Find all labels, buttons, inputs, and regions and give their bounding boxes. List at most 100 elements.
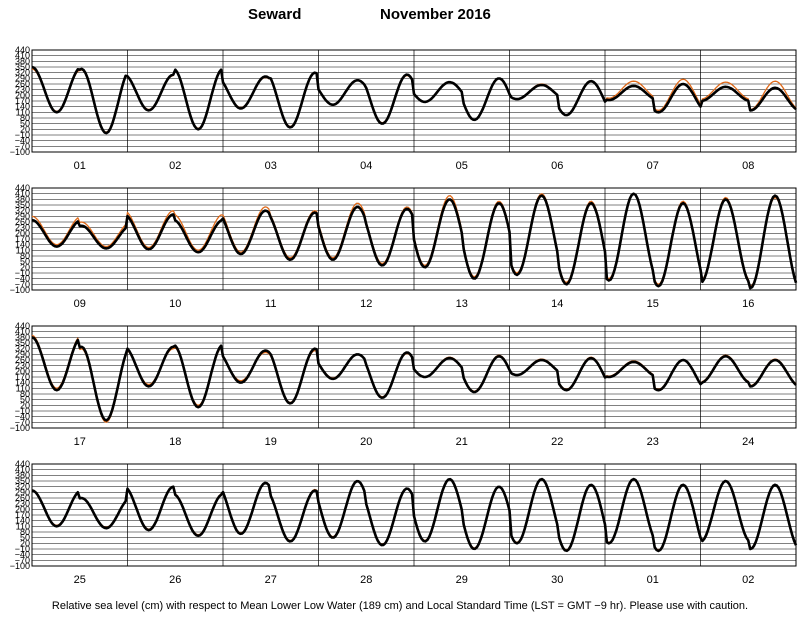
y-tick-label: 200 <box>15 504 30 514</box>
y-tick-label: 410 <box>15 189 30 199</box>
y-tick-label: −70 <box>15 279 30 289</box>
y-tick-label: 350 <box>15 200 30 210</box>
y-tick-label: 380 <box>15 194 30 204</box>
day-label: 08 <box>742 160 754 172</box>
y-tick-label: 200 <box>15 366 30 376</box>
day-label: 25 <box>74 574 86 586</box>
y-tick-label: 290 <box>15 349 30 359</box>
y-tick-label: 140 <box>15 378 30 388</box>
y-tick-label: 170 <box>15 372 30 382</box>
y-tick-label: −70 <box>15 141 30 151</box>
y-tick-label: 380 <box>15 470 30 480</box>
y-tick-label: 440 <box>15 321 30 331</box>
day-label: 14 <box>551 298 563 310</box>
day-label: 12 <box>360 298 372 310</box>
y-tick-label: 260 <box>15 79 30 89</box>
y-tick-label: 230 <box>15 223 30 233</box>
y-tick-label: 200 <box>15 90 30 100</box>
y-tick-label: 140 <box>15 516 30 526</box>
y-tick-label: 350 <box>15 62 30 72</box>
day-label: 04 <box>360 160 372 172</box>
day-label: 24 <box>742 436 754 448</box>
title-period: November 2016 <box>380 6 491 23</box>
y-tick-label: 20 <box>20 262 30 272</box>
y-tick-label: 380 <box>15 332 30 342</box>
y-tick-label: −70 <box>15 417 30 427</box>
y-tick-label: 320 <box>15 206 30 216</box>
y-tick-label: −40 <box>15 136 30 146</box>
y-tick-label: 170 <box>15 234 30 244</box>
panel-1: 4404103803503202902602302001701401108050… <box>10 45 797 172</box>
y-tick-label: −70 <box>15 555 30 565</box>
day-label: 13 <box>456 298 468 310</box>
y-tick-label: 410 <box>15 465 30 475</box>
y-tick-label: 140 <box>15 240 30 250</box>
day-label: 15 <box>647 298 659 310</box>
day-label: 05 <box>456 160 468 172</box>
y-tick-label: −10 <box>15 544 30 554</box>
y-tick-label: −40 <box>15 412 30 422</box>
y-tick-label: −10 <box>15 130 30 140</box>
observed-line <box>31 336 797 422</box>
y-tick-label: 440 <box>15 45 30 55</box>
y-tick-label: 410 <box>15 327 30 337</box>
y-tick-label: −40 <box>15 274 30 284</box>
chart-title: Seward November 2016 <box>0 6 800 28</box>
y-tick-label: 20 <box>20 538 30 548</box>
y-tick-label: 260 <box>15 217 30 227</box>
day-label: 18 <box>169 436 181 448</box>
y-tick-label: 320 <box>15 68 30 78</box>
day-label: 20 <box>360 436 372 448</box>
day-label: 07 <box>647 160 659 172</box>
y-tick-label: 200 <box>15 228 30 238</box>
day-label: 29 <box>456 574 468 586</box>
y-tick-label: 440 <box>15 459 30 469</box>
day-label: 28 <box>360 574 372 586</box>
day-label: 01 <box>74 160 86 172</box>
day-label: 23 <box>647 436 659 448</box>
y-tick-label: 230 <box>15 361 30 371</box>
day-label: 16 <box>742 298 754 310</box>
y-tick-label: 230 <box>15 85 30 95</box>
panel-3: 4404103803503202902602302001701401108050… <box>10 321 797 448</box>
y-tick-label: 290 <box>15 211 30 221</box>
day-label: 22 <box>551 436 563 448</box>
y-tick-label: 350 <box>15 338 30 348</box>
day-label: 26 <box>169 574 181 586</box>
y-tick-label: 350 <box>15 476 30 486</box>
title-station: Seward <box>248 6 302 23</box>
y-tick-label: 50 <box>20 119 30 129</box>
y-tick-label: −100 <box>10 423 30 433</box>
day-label: 10 <box>169 298 181 310</box>
y-tick-label: 320 <box>15 482 30 492</box>
y-tick-label: 140 <box>15 102 30 112</box>
y-tick-label: 260 <box>15 493 30 503</box>
y-tick-label: 410 <box>15 51 30 61</box>
observed-line <box>31 65 797 135</box>
panel-frame <box>31 463 797 567</box>
y-tick-label: 230 <box>15 499 30 509</box>
day-label: 02 <box>169 160 181 172</box>
y-tick-label: 290 <box>15 73 30 83</box>
y-tick-label: 110 <box>16 107 30 117</box>
y-tick-label: 80 <box>20 251 30 261</box>
y-tick-label: 80 <box>20 389 30 399</box>
observed-line <box>31 477 798 553</box>
footer-note: Relative sea level (cm) with respect to … <box>51 600 749 612</box>
y-tick-label: 80 <box>20 113 30 123</box>
y-tick-label: 440 <box>15 183 30 193</box>
day-label: 03 <box>265 160 277 172</box>
y-tick-label: 260 <box>15 355 30 365</box>
y-tick-label: −10 <box>15 268 30 278</box>
day-label: 11 <box>265 298 276 310</box>
y-tick-label: −100 <box>10 561 30 571</box>
y-tick-label: −100 <box>10 147 30 157</box>
day-label: 19 <box>265 436 277 448</box>
y-tick-label: 80 <box>20 527 30 537</box>
panel-2: 4404103803503202902602302001701401108050… <box>10 183 798 310</box>
y-tick-label: −40 <box>15 550 30 560</box>
day-label: 06 <box>551 160 563 172</box>
y-tick-label: 320 <box>15 344 30 354</box>
y-tick-label: 110 <box>16 521 30 531</box>
